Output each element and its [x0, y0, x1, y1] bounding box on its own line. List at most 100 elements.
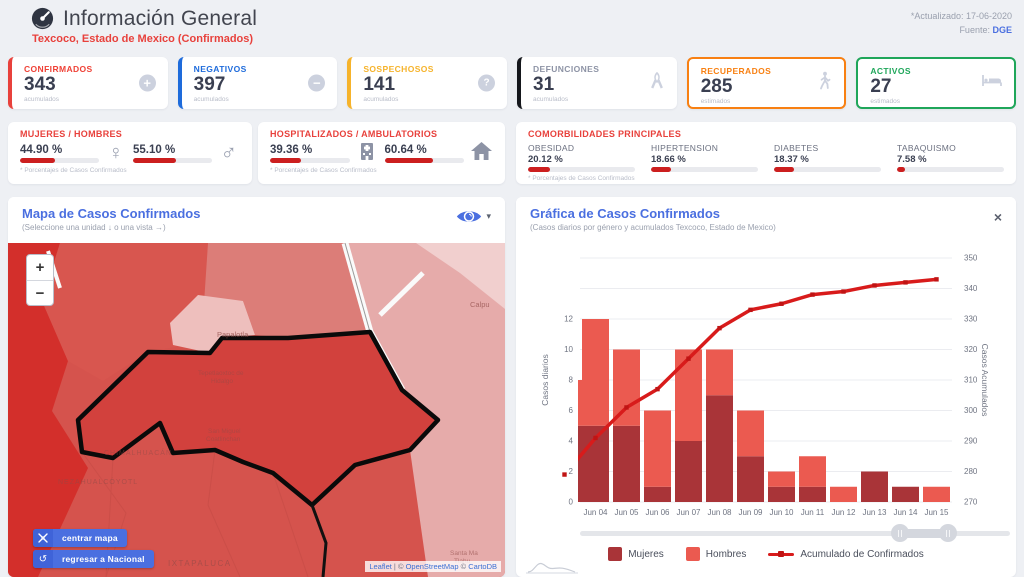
map-region[interactable]	[345, 243, 505, 577]
svg-text:330: 330	[964, 315, 978, 324]
map-label: NEZAHUALCÓYOTL	[58, 477, 138, 486]
card-value: 397	[193, 74, 226, 95]
card-sub: estimados	[870, 97, 900, 105]
chart-legend: Mujeres Hombres Acumulado de Confirmados	[516, 547, 1016, 561]
map-label: Coatlinchan	[206, 436, 241, 443]
walking-person-icon	[817, 71, 832, 95]
chart-range-scrollbar[interactable]	[580, 531, 1010, 536]
map-label: IXTAPALUCA	[168, 559, 232, 568]
map-panel-header: Mapa de Casos Confirmados (Seleccione un…	[8, 197, 505, 243]
map-subtitle: (Seleccione una unidad ↓ o una vista →)	[22, 223, 166, 232]
map-region[interactable]	[8, 243, 88, 577]
svg-text:Jun 04: Jun 04	[583, 508, 608, 517]
svg-text:12: 12	[564, 315, 573, 324]
back-to-national-button[interactable]: ↺ regresar a Nacional	[33, 550, 154, 568]
svg-text:Jun 12: Jun 12	[831, 508, 856, 517]
chart-subtitle: (Casos diarios por género y acumulados T…	[530, 223, 776, 232]
card-value: 141	[363, 74, 396, 95]
svg-text:Jun 06: Jun 06	[645, 508, 670, 517]
svg-text:2: 2	[569, 467, 574, 476]
cases-chart: 270 280 290 300 310 320 330 340 350 0 2 4 6 8 10 12 Jun …	[540, 254, 990, 518]
chart-panel-header: Gráfica de Casos Confirmados (Casos diar…	[516, 197, 1016, 243]
svg-text:310: 310	[964, 376, 978, 385]
hospitalized-bar	[270, 157, 350, 163]
view-selector-button[interactable]: ▾	[455, 207, 491, 226]
map-region-texcoco[interactable]	[75, 329, 441, 508]
map-region[interactable]	[170, 295, 255, 353]
card-defunciones: DEFUNCIONES 31 acumulados	[517, 57, 677, 109]
comorbidity-obesidad: OBESIDAD 20.12 %	[528, 143, 635, 172]
map-label: Calpu	[470, 300, 490, 309]
gauge-icon	[31, 7, 54, 30]
card-confirmados: CONFIRMADOS 343 acumulados +	[8, 57, 168, 109]
map-label: Papalotla	[217, 330, 249, 339]
card-value: 27	[870, 76, 892, 97]
leaflet-link[interactable]: Leaflet	[369, 562, 392, 571]
undo-icon: ↺	[33, 550, 53, 568]
card-label: RECUPERADOS	[700, 66, 772, 76]
card-label: DEFUNCIONES	[533, 64, 600, 74]
female-pct: 44.90 %	[20, 143, 63, 156]
card-sub: acumulados	[24, 95, 60, 103]
comorbidities-footnote: * Porcentajes de Casos Confirmados	[528, 175, 635, 182]
card-label: NEGATIVOS	[193, 64, 247, 74]
chart-range-selection[interactable]	[900, 529, 948, 538]
range-handle-right[interactable]	[939, 524, 957, 542]
card-sub: acumulados	[193, 95, 229, 103]
cartodb-link[interactable]: CartoDB	[468, 562, 497, 571]
card-sospechosos: SOSPECHOSOS 141 acumulados ?	[347, 57, 508, 109]
svg-text:Jun 11: Jun 11	[801, 508, 825, 517]
comorbidities-title: COMORBILIDADES PRINCIPALES	[528, 129, 682, 139]
stats-row: CONFIRMADOS 343 acumulados + NEGATIVOS 3…	[8, 57, 1017, 109]
svg-text:6: 6	[569, 406, 574, 415]
card-value: 31	[533, 74, 555, 95]
card-label: SOSPECHOSOS	[363, 64, 434, 74]
gender-footnote: * Porcentajes de Casos Confirmados	[20, 167, 127, 174]
update-info: *Actualizado: 17-06-2020 Fuente: DGE	[911, 10, 1012, 37]
plus-circle-icon: +	[138, 74, 156, 92]
map-region[interactable]	[204, 243, 370, 338]
chevron-down-icon: ▾	[486, 211, 491, 221]
svg-text:10: 10	[564, 345, 573, 354]
svg-text:Jun 13: Jun 13	[862, 508, 887, 517]
chart-title: Gráfica de Casos Confirmados	[530, 206, 720, 221]
svg-text:280: 280	[964, 467, 978, 476]
mujeres-swatch	[608, 547, 623, 561]
range-handle-left[interactable]	[891, 524, 909, 542]
comorbidity-tabaquismo: TABAQUISMO 7.58 %	[897, 143, 1004, 172]
male-bar	[133, 157, 212, 163]
chart-panel: 270 280 290 300 310 320 330 340 350 0 2 4 6 8 10 12 Jun …	[516, 197, 1016, 577]
close-icon[interactable]: ×	[993, 209, 1002, 225]
hospitalized-pct: 39.36 %	[270, 143, 313, 156]
navigator-sparkline-icon	[526, 562, 578, 574]
map-label: CHIMALHUACÁN	[104, 448, 172, 457]
map-region[interactable]	[416, 243, 505, 309]
card-sub: acumulados	[533, 95, 569, 103]
hipertension-bar	[651, 167, 758, 172]
male-icon: ♂	[220, 140, 238, 165]
osm-link[interactable]: OpenStreetMap	[405, 562, 459, 571]
updated-date: *Actualizado: 17-06-2020	[910, 11, 1012, 21]
comorbidities-panel: COMORBILIDADES PRINCIPALES OBESIDAD 20.1…	[516, 122, 1016, 184]
choropleth-map[interactable]: Papalotla Calpu Tepetlaoxtoc de Hidalgo …	[8, 243, 505, 577]
compress-arrows-icon	[33, 529, 53, 547]
hosp-footnote: * Porcentajes de Casos Confirmados	[270, 167, 377, 174]
center-map-button[interactable]: centrar mapa	[33, 529, 127, 547]
comorbidity-diabetes: DIABETES 18.37 %	[774, 143, 881, 172]
legend-mujeres: Mujeres	[608, 547, 664, 561]
card-value: 343	[24, 74, 56, 95]
page-header: Información General Texcoco, Estado de M…	[30, 6, 257, 45]
card-value: 285	[700, 76, 733, 97]
zoom-out-button[interactable]: −	[27, 280, 53, 305]
question-circle-icon: ?	[478, 74, 496, 92]
minus-circle-icon: −	[308, 74, 326, 92]
map-region[interactable]	[42, 243, 255, 381]
map-zoom-control: + −	[26, 254, 54, 306]
tabaquismo-bar	[897, 167, 1004, 172]
eye-icon	[457, 211, 482, 222]
source-link[interactable]: DGE	[992, 24, 1012, 35]
svg-text:Jun 07: Jun 07	[676, 508, 701, 517]
zoom-in-button[interactable]: +	[35, 259, 45, 276]
hospitalization-panel: HOSPITALIZADOS / AMBULATORIOS 39.36 % 60…	[258, 122, 505, 184]
